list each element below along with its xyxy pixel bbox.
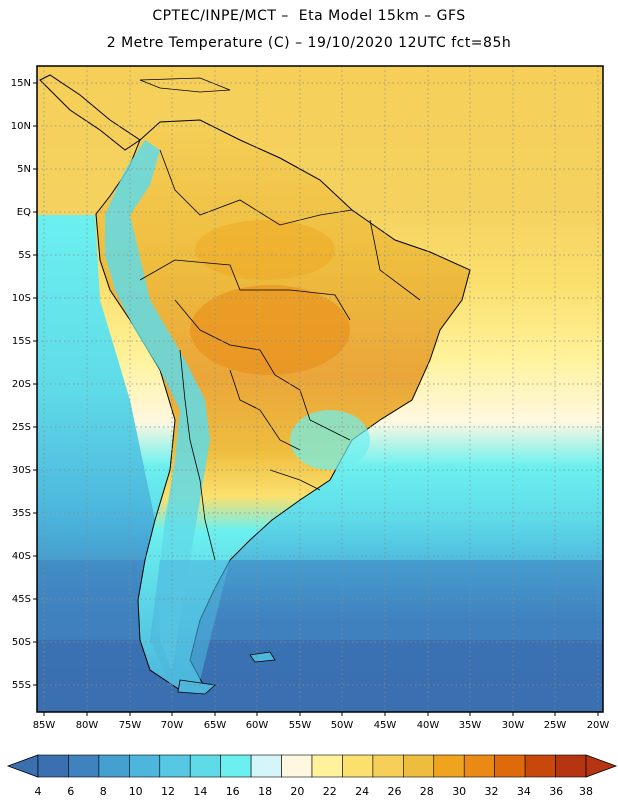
lon-label: 65W bbox=[204, 720, 227, 731]
falkland-islands bbox=[249, 651, 276, 663]
amazon-warm-area bbox=[195, 220, 335, 280]
colorbar-tick-label: 22 bbox=[323, 785, 337, 798]
lon-label: 75W bbox=[119, 720, 142, 731]
colorbar-swatch bbox=[189, 754, 221, 778]
colorbar-swatch bbox=[433, 754, 465, 778]
lon-label: 70W bbox=[161, 720, 184, 731]
map-title-line-1: CPTEC/INPE/MCT – Eta Model 15km – GFS bbox=[152, 8, 466, 24]
colorbar-tick-label: 8 bbox=[100, 785, 107, 798]
colorbar-tick-label: 34 bbox=[517, 785, 531, 798]
colorbar-tick-label: 16 bbox=[226, 785, 240, 798]
lon-label: 35W bbox=[459, 720, 482, 731]
colorbar: 4 6 8 10 12 14 16 18 20 22 24 26 28 30 3… bbox=[6, 754, 618, 798]
hot-core bbox=[190, 285, 350, 375]
colorbar-tick-label: 32 bbox=[485, 785, 499, 798]
colorbar-swatch bbox=[68, 754, 100, 778]
lat-label: 30S bbox=[12, 465, 31, 476]
lat-label: 5S bbox=[18, 250, 31, 261]
colorbar-swatch bbox=[311, 754, 343, 778]
patagonia-cold-area bbox=[150, 560, 230, 685]
southern-brazil-cool-area bbox=[290, 410, 370, 470]
colorbar-tick-label: 14 bbox=[193, 785, 207, 798]
colorbar-tick-label: 30 bbox=[452, 785, 466, 798]
central-america-land bbox=[39, 74, 141, 151]
colorbar-swatch bbox=[463, 754, 495, 778]
colorbar-swatch bbox=[372, 754, 404, 778]
colorbar-swatch bbox=[98, 754, 130, 778]
lat-label: 15S bbox=[12, 336, 31, 347]
polar-band bbox=[37, 640, 603, 712]
longitude-labels: 85W 80W 75W 70W 65W 60W 55W 50W 45W 40W … bbox=[33, 720, 610, 731]
colorbar-swatch bbox=[403, 754, 435, 778]
map-frame bbox=[36, 65, 604, 713]
lat-label: 15N bbox=[11, 78, 31, 89]
lat-label: 20S bbox=[12, 379, 31, 390]
colorbar-tick-labels: 4 6 8 10 12 14 16 18 20 22 24 26 28 30 3… bbox=[35, 785, 594, 798]
colorbar-swatch bbox=[342, 754, 374, 778]
colorbar-tick-label: 4 bbox=[35, 785, 42, 798]
andes-cool-band bbox=[105, 140, 210, 670]
lon-label: 30W bbox=[502, 720, 525, 731]
lat-label: 35S bbox=[12, 508, 31, 519]
colorbar-swatch bbox=[494, 754, 526, 778]
colorbar-swatch bbox=[220, 754, 252, 778]
colorbar-swatch bbox=[37, 754, 69, 778]
lat-label: 10N bbox=[11, 121, 31, 132]
lon-label: 40W bbox=[417, 720, 440, 731]
colorbar-swatch bbox=[281, 754, 313, 778]
lon-label: 85W bbox=[33, 720, 56, 731]
colorbar-tick-label: 6 bbox=[67, 785, 74, 798]
colorbar-tick-label: 12 bbox=[161, 785, 175, 798]
lon-label: 25W bbox=[544, 720, 567, 731]
lon-label: 20W bbox=[587, 720, 610, 731]
lat-label: 55S bbox=[12, 680, 31, 691]
colorbar-swatch bbox=[524, 754, 556, 778]
lat-label: 5N bbox=[17, 164, 31, 175]
colorbar-tick-label: 38 bbox=[579, 785, 593, 798]
colorbar-swatch bbox=[159, 754, 191, 778]
colorbar-tick-label: 20 bbox=[290, 785, 304, 798]
lat-label: 45S bbox=[12, 594, 31, 605]
colorbar-right-arrow bbox=[585, 754, 618, 778]
colorbar-tick-label: 10 bbox=[129, 785, 143, 798]
colorbar-swatch bbox=[555, 754, 587, 778]
colorbar-tick-label: 26 bbox=[388, 785, 402, 798]
colorbar-swatches bbox=[37, 754, 587, 778]
map-title-line-2: 2 Metre Temperature (C) – 19/10/2020 12U… bbox=[106, 35, 512, 51]
lat-label: EQ bbox=[17, 207, 31, 218]
lon-label: 45W bbox=[374, 720, 397, 731]
lon-label: 80W bbox=[76, 720, 99, 731]
colorbar-tick-label: 36 bbox=[549, 785, 563, 798]
colorbar-swatch bbox=[250, 754, 282, 778]
lat-label: 50S bbox=[12, 637, 31, 648]
lon-label: 50W bbox=[331, 720, 354, 731]
lat-label: 25S bbox=[12, 422, 31, 433]
axis-ticks bbox=[33, 82, 599, 716]
tierra-del-fuego bbox=[177, 679, 216, 695]
colorbar-tick-label: 24 bbox=[355, 785, 369, 798]
colorbar-left-arrow bbox=[6, 754, 39, 778]
map-field bbox=[37, 66, 603, 712]
colorbar-swatch bbox=[129, 754, 161, 778]
lat-label: 40S bbox=[12, 551, 31, 562]
colorbar-tick-label: 28 bbox=[420, 785, 434, 798]
lon-label: 60W bbox=[246, 720, 269, 731]
lat-label: 10S bbox=[12, 293, 31, 304]
lon-label: 55W bbox=[289, 720, 312, 731]
latitude-labels: 15N 10N 5N EQ 5S 10S 15S 20S 25S 30S 35S… bbox=[11, 78, 31, 691]
caribbean-islands bbox=[139, 77, 231, 93]
colorbar-tick-label: 18 bbox=[258, 785, 272, 798]
